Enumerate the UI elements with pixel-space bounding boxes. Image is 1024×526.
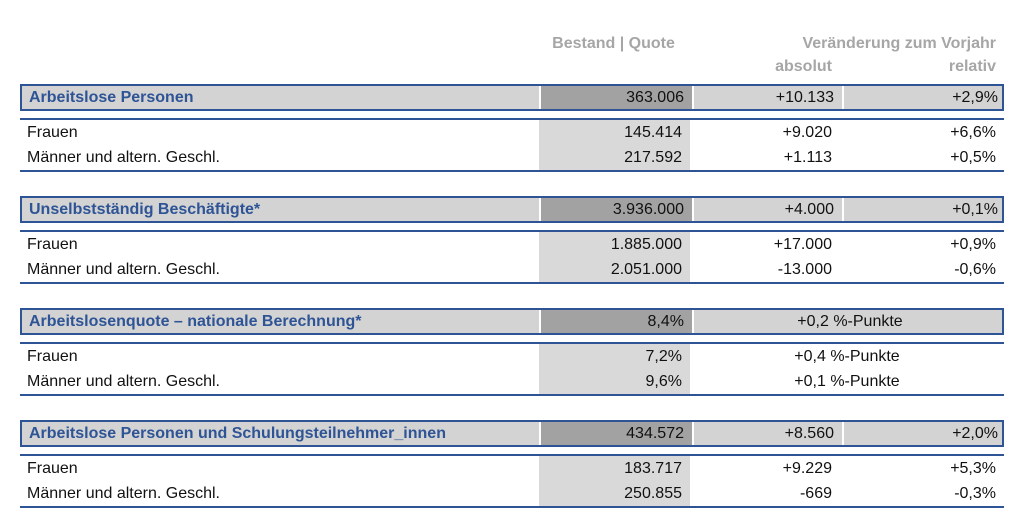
section-group-arbeitslosenquote: Arbeitslosenquote – nationale Berechnung… bbox=[20, 308, 1004, 396]
relativ-value: +2,9% bbox=[842, 86, 1006, 109]
bestand-value: 1.885.000 bbox=[537, 232, 690, 257]
row-label: Männer und altern. Geschl. bbox=[27, 485, 220, 502]
header-bestand-quote: Bestand | Quote bbox=[552, 35, 675, 52]
row-label: Frauen bbox=[27, 348, 78, 365]
relativ-value: -0,3% bbox=[954, 485, 996, 502]
absolut-value: +8.560 bbox=[692, 422, 842, 445]
bestand-value: 363.006 bbox=[539, 86, 692, 109]
row-label: Männer und altern. Geschl. bbox=[27, 149, 220, 166]
table-row-frauen: Frauen 1.885.000 +17.000 +0,9% bbox=[20, 232, 1004, 257]
quote-value: 7,2% bbox=[537, 344, 690, 369]
header-spacer bbox=[537, 55, 690, 78]
detail-rows: Frauen 183.717 +9.229 +5,3% Männer und a… bbox=[20, 454, 1004, 508]
section-group-unselbststaendig-beschaeftigte: Unselbstständig Beschäftigte* 3.936.000 … bbox=[20, 196, 1004, 284]
table-row-frauen: Frauen 145.414 +9.020 +6,6% bbox=[20, 120, 1004, 145]
prozentpunkte-value: +0,2 %-Punkte bbox=[692, 310, 1006, 333]
table-row-maenner: Männer und altern. Geschl. 2.051.000 -13… bbox=[20, 257, 1004, 282]
header-spacer bbox=[20, 32, 537, 55]
absolut-value: +1.113 bbox=[783, 149, 832, 166]
bestand-value: 250.855 bbox=[537, 481, 690, 506]
absolut-value: -669 bbox=[799, 485, 832, 502]
quote-value: 8,4% bbox=[539, 310, 692, 333]
relativ-value: +0,1% bbox=[842, 198, 1006, 221]
section-group-arbeitslose-personen: Arbeitslose Personen 363.006 +10.133 +2,… bbox=[20, 84, 1004, 172]
bestand-value: 3.936.000 bbox=[539, 198, 692, 221]
section-title: Arbeitslose Personen und Schulungsteilne… bbox=[29, 425, 446, 442]
labor-market-table: Bestand | Quote Veränderung zum Vorjahr … bbox=[20, 32, 1004, 508]
absolut-value: +10.133 bbox=[692, 86, 842, 109]
prozentpunkte-value: +0,4 %-Punkte bbox=[794, 348, 900, 365]
table-row-maenner: Männer und altern. Geschl. 9,6% +0,1 %-P… bbox=[20, 369, 1004, 394]
relativ-value: -0,6% bbox=[954, 261, 996, 278]
table-row-frauen: Frauen 7,2% +0,4 %-Punkte bbox=[20, 344, 1004, 369]
row-label: Frauen bbox=[27, 124, 78, 141]
bestand-value: 217.592 bbox=[537, 145, 690, 170]
table-row-frauen: Frauen 183.717 +9.229 +5,3% bbox=[20, 456, 1004, 481]
header-veraenderung-vorjahr: Veränderung zum Vorjahr bbox=[802, 35, 996, 52]
detail-rows: Frauen 1.885.000 +17.000 +0,9% Männer un… bbox=[20, 230, 1004, 284]
row-label: Männer und altern. Geschl. bbox=[27, 373, 220, 390]
section-header-row: Arbeitslose Personen und Schulungsteilne… bbox=[20, 420, 1004, 447]
section-header-row: Unselbstständig Beschäftigte* 3.936.000 … bbox=[20, 196, 1004, 223]
prozentpunkte-value: +0,1 %-Punkte bbox=[794, 373, 900, 390]
absolut-value: +9.020 bbox=[782, 124, 832, 141]
row-label: Männer und altern. Geschl. bbox=[27, 261, 220, 278]
table-column-header: Bestand | Quote Veränderung zum Vorjahr … bbox=[20, 32, 1004, 78]
detail-rows: Frauen 7,2% +0,4 %-Punkte Männer und alt… bbox=[20, 342, 1004, 396]
relativ-value: +6,6% bbox=[950, 124, 996, 141]
header-spacer bbox=[20, 55, 537, 78]
absolut-value: +9.229 bbox=[782, 460, 832, 477]
header-relativ: relativ bbox=[948, 58, 996, 75]
header-absolut: absolut bbox=[775, 58, 832, 75]
detail-rows: Frauen 145.414 +9.020 +6,6% Männer und a… bbox=[20, 118, 1004, 172]
relativ-value: +5,3% bbox=[950, 460, 996, 477]
bestand-value: 183.717 bbox=[537, 456, 690, 481]
section-header-row: Arbeitslose Personen 363.006 +10.133 +2,… bbox=[20, 84, 1004, 111]
bestand-value: 2.051.000 bbox=[537, 257, 690, 282]
relativ-value: +0,5% bbox=[950, 149, 996, 166]
section-header-row: Arbeitslosenquote – nationale Berechnung… bbox=[20, 308, 1004, 335]
table-row-maenner: Männer und altern. Geschl. 250.855 -669 … bbox=[20, 481, 1004, 506]
row-label: Frauen bbox=[27, 236, 78, 253]
row-label: Frauen bbox=[27, 460, 78, 477]
section-group-arbeitslose-und-schulung: Arbeitslose Personen und Schulungsteilne… bbox=[20, 420, 1004, 508]
section-title: Unselbstständig Beschäftigte* bbox=[29, 201, 261, 218]
bestand-value: 434.572 bbox=[539, 422, 692, 445]
absolut-value: -13.000 bbox=[777, 261, 832, 278]
section-title: Arbeitslose Personen bbox=[29, 89, 194, 106]
section-title: Arbeitslosenquote – nationale Berechnung… bbox=[29, 313, 362, 330]
absolut-value: +17.000 bbox=[773, 236, 832, 253]
bestand-value: 145.414 bbox=[537, 120, 690, 145]
quote-value: 9,6% bbox=[537, 369, 690, 394]
relativ-value: +2,0% bbox=[842, 422, 1006, 445]
absolut-value: +4.000 bbox=[692, 198, 842, 221]
relativ-value: +0,9% bbox=[950, 236, 996, 253]
table-row-maenner: Männer und altern. Geschl. 217.592 +1.11… bbox=[20, 145, 1004, 170]
